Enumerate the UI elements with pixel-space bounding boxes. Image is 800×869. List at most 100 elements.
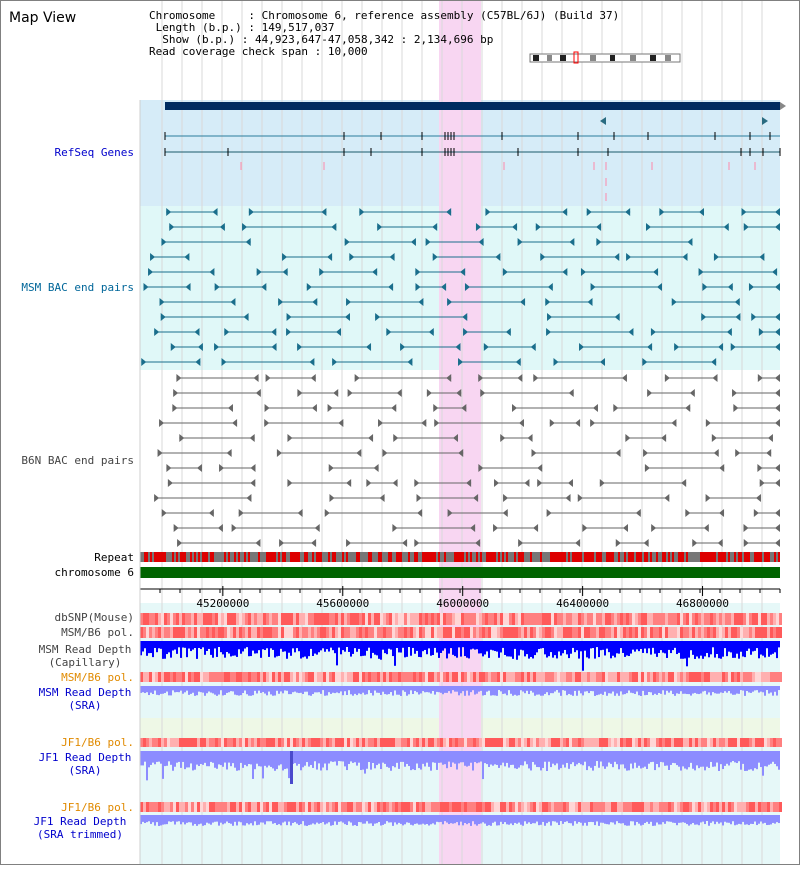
jf1-read-depth-trim-bar xyxy=(384,815,386,824)
msm-b6-pol-cell xyxy=(221,627,224,638)
dbsnp-cell xyxy=(653,613,656,625)
map-view-title: Map View xyxy=(9,10,77,26)
jf1-b6-pol-trim-cell xyxy=(620,802,623,812)
jf1-b6-pol-trim-cell xyxy=(218,802,221,812)
jf1-b6-pol-trim-cell xyxy=(689,802,692,812)
repeat-segment xyxy=(208,552,210,562)
msm-b6-pol-cell xyxy=(155,627,158,638)
msm-read-depth-cap-bar xyxy=(500,641,502,653)
jf1-read-depth-trim-bar xyxy=(208,815,210,824)
msm-b6-pol-sra-cell xyxy=(713,672,716,682)
repeat-segment xyxy=(642,552,644,562)
jf1-b6-pol-trim-cell xyxy=(713,802,716,812)
jf1-read-depth-sra-bar xyxy=(640,751,642,769)
jf1-b6-pol-trim-cell xyxy=(536,802,539,812)
jf1-b6-pol-trim-cell xyxy=(275,802,278,812)
msm-bac-end xyxy=(701,313,707,321)
repeat-segment xyxy=(206,552,208,562)
b6n-bac-end xyxy=(434,419,440,427)
msm-read-depth-cap-bar xyxy=(592,641,594,649)
refseq-genes-label[interactable]: RefSeq Genes xyxy=(54,146,134,159)
repeat-segment xyxy=(766,552,768,562)
jf1-b6-pol-cell xyxy=(155,738,158,747)
msm-b6-pol-sra-cell xyxy=(722,672,725,682)
jf1-read-depth-sra-label: JF1 Read Depth (SRA) xyxy=(38,751,132,777)
msm-read-depth-cap-bar xyxy=(222,641,224,655)
msm-read-depth-cap-bar xyxy=(506,641,508,657)
jf1-read-depth-trim-bar xyxy=(492,815,494,823)
repeat-segment xyxy=(332,552,334,562)
msm-b6-pol-cell xyxy=(260,627,263,638)
jf1-read-depth-trim-bar xyxy=(288,815,290,822)
msm-read-depth-sra-bar xyxy=(584,686,586,692)
msm-b6-pol-cell xyxy=(236,627,239,638)
jf1-read-depth-sra-bar xyxy=(698,751,700,769)
msm-read-depth-sra-bar xyxy=(742,686,744,691)
jf1-read-depth-trim-bar xyxy=(712,815,714,822)
msm-bac-label[interactable]: MSM BAC end pairs xyxy=(21,281,134,294)
jf1-read-depth-trim-bar xyxy=(522,815,524,826)
dbsnp-cell xyxy=(731,613,734,625)
msm-read-depth-cap-bar xyxy=(588,641,590,659)
jf1-b6-pol-trim-cell xyxy=(314,802,317,812)
repeat-segment xyxy=(656,552,658,562)
repeat-segment xyxy=(368,552,370,562)
jf1-read-depth-trim-bar xyxy=(546,815,548,824)
b6n-bac-end xyxy=(396,389,402,397)
repeat-segment xyxy=(220,552,222,562)
jf1-read-depth-trim-bar xyxy=(428,815,430,826)
msm-read-depth-sra-bar xyxy=(516,686,518,696)
msm-b6-pol-cell xyxy=(353,627,356,638)
jf1-read-depth-sra-bar xyxy=(544,751,546,762)
msm-bac-end xyxy=(596,223,602,231)
jf1-read-depth-sra-bar xyxy=(630,751,632,764)
msm-bac-end xyxy=(512,223,518,231)
repeat-segment xyxy=(626,552,628,562)
jf1-b6-pol-cell xyxy=(737,738,740,747)
msm-bac-end xyxy=(682,253,688,261)
msm-b6-pol-sra-cell xyxy=(746,672,749,682)
msm-read-depth-sra-bar xyxy=(442,686,444,695)
repeat-segment xyxy=(488,552,490,562)
jf1-b6-pol-cell xyxy=(380,738,383,747)
repeat-segment xyxy=(210,552,212,562)
jf1-read-depth-sra-bar xyxy=(758,751,760,763)
jf1-read-depth-trim-bar xyxy=(540,815,542,825)
msm-bac-end xyxy=(312,298,318,306)
msm-b6-pol-cell xyxy=(455,627,458,638)
repeat-segment xyxy=(768,552,770,562)
msm-b6-pol-cell xyxy=(605,627,608,638)
dbsnp-cell xyxy=(698,613,701,625)
jf1-read-depth-sra-bar xyxy=(464,751,466,766)
msm-read-depth-sra-bar xyxy=(172,686,174,691)
msm-b6-pol-cell xyxy=(287,627,290,638)
msm-b6-pol-sra-cell xyxy=(293,672,296,682)
dbsnp-cell xyxy=(236,613,239,625)
msm-b6-pol-sra-cell xyxy=(158,672,161,682)
jf1-read-depth-sra-bar xyxy=(148,751,150,768)
dbsnp-cell xyxy=(419,613,422,625)
jf1-read-depth-sra-bar xyxy=(672,751,674,763)
msm-b6-pol-sra-cell xyxy=(551,672,554,682)
jf1-b6-pol-trim-cell xyxy=(605,802,608,812)
jf1-read-depth-sra-bar xyxy=(664,751,666,766)
msm-read-depth-cap-bar xyxy=(194,641,196,649)
jf1-read-depth-trim-bar xyxy=(222,815,224,825)
msm-b6-pol-cell xyxy=(779,627,782,638)
msm-bac-end xyxy=(386,328,392,336)
jf1-read-depth-trim-bar xyxy=(150,815,152,824)
dbsnp-cell xyxy=(413,613,416,625)
dbsnp-cell xyxy=(323,613,326,625)
repeat-segment xyxy=(400,552,402,562)
jf1-read-depth-sra-bar xyxy=(626,751,628,771)
msm-read-depth-cap-bar xyxy=(460,641,462,657)
msm-b6-pol-cell xyxy=(599,627,602,638)
b6n-bac-label[interactable]: B6N BAC end pairs xyxy=(21,454,134,467)
dbsnp-cell xyxy=(434,613,437,625)
msm-b6-pol-sra-cell xyxy=(740,672,743,682)
jf1-b6-pol-trim-cell xyxy=(374,802,377,812)
jf1-b6-pol-cell xyxy=(290,738,293,747)
msm-b6-pol-sra-cell xyxy=(440,672,443,682)
jf1-b6-pol-cell xyxy=(599,738,602,747)
msm-b6-pol-cell xyxy=(212,627,215,638)
